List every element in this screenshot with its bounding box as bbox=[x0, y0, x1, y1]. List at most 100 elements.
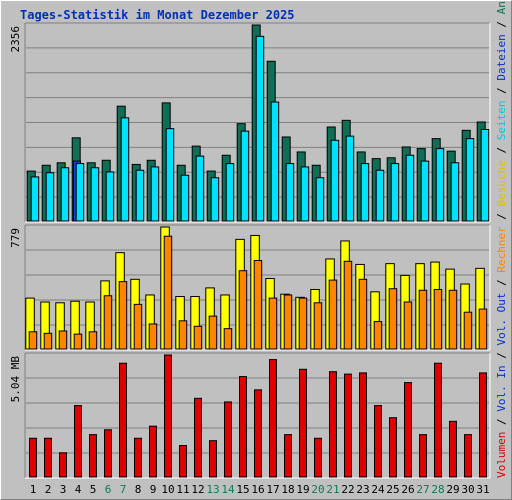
bar-sites bbox=[313, 302, 323, 350]
bar-volume bbox=[284, 434, 292, 478]
bar-sites bbox=[298, 297, 308, 350]
bar-sites bbox=[88, 331, 98, 350]
bar-sites bbox=[208, 315, 218, 350]
bar-requests-files bbox=[60, 167, 70, 222]
bar-requests-files bbox=[360, 163, 370, 222]
bar-requests-files bbox=[75, 163, 85, 222]
legend-entry: Anfragen bbox=[495, 0, 508, 14]
bar-requests-files bbox=[240, 130, 250, 222]
bar-volume bbox=[179, 445, 187, 478]
bar-volume bbox=[404, 382, 412, 478]
bar-sites bbox=[463, 311, 473, 350]
requests-ymax-label: 2356 bbox=[9, 26, 22, 53]
bar-volume bbox=[104, 429, 112, 478]
bar-requests-files bbox=[225, 163, 235, 222]
bar-sites bbox=[58, 330, 68, 350]
bar-sites bbox=[193, 325, 203, 350]
x-tick-label: 12 bbox=[191, 483, 204, 496]
bar-volume bbox=[359, 372, 367, 478]
legend-entry: Besuche bbox=[495, 160, 508, 206]
bar-sites bbox=[43, 332, 53, 350]
bar-sites bbox=[163, 235, 173, 350]
x-tick-label: 13 bbox=[206, 483, 219, 496]
x-tick-label: 2 bbox=[45, 483, 52, 496]
bar-requests-files bbox=[180, 174, 190, 222]
legend-entry: / bbox=[495, 14, 508, 34]
legend-entry: Seiten bbox=[495, 100, 508, 140]
legend-entry: / bbox=[495, 206, 508, 226]
bar-requests-files bbox=[480, 128, 490, 222]
bar-sites bbox=[343, 260, 353, 350]
bar-volume bbox=[434, 362, 442, 478]
bar-volume bbox=[149, 425, 157, 478]
bar-volume bbox=[479, 372, 487, 478]
bar-sites bbox=[73, 333, 83, 350]
x-tick-label: 5 bbox=[90, 483, 97, 496]
x-tick-label: 30 bbox=[461, 483, 474, 496]
bar-requests-files bbox=[285, 163, 295, 222]
bar-sites bbox=[448, 289, 458, 350]
bar-volume bbox=[89, 434, 97, 478]
x-tick-label: 14 bbox=[221, 483, 235, 496]
bar-requests-files bbox=[150, 166, 160, 222]
bar-sites bbox=[328, 279, 338, 350]
x-tick-label: 7 bbox=[120, 483, 127, 496]
x-tick-label: 22 bbox=[341, 483, 354, 496]
bar-volume bbox=[269, 359, 277, 478]
bar-sites bbox=[238, 270, 248, 350]
x-tick-label: 24 bbox=[371, 483, 385, 496]
bar-volume bbox=[209, 440, 217, 478]
x-tick-label: 16 bbox=[251, 483, 264, 496]
legend-entry: Rechner bbox=[495, 226, 508, 273]
legend-entry: / bbox=[495, 346, 508, 366]
bar-volume bbox=[239, 376, 247, 478]
bar-volume bbox=[344, 373, 352, 478]
x-tick-label: 1 bbox=[30, 483, 37, 496]
bar-volume bbox=[29, 437, 37, 478]
bar-volume bbox=[314, 437, 322, 478]
bar-volume bbox=[299, 368, 307, 478]
chart-title: Tages-Statistik im Monat Dezember 2025 bbox=[20, 8, 295, 22]
x-tick-label: 29 bbox=[446, 483, 459, 496]
legend-entry: / bbox=[495, 273, 508, 293]
bar-requests-files bbox=[450, 162, 460, 222]
bar-volume bbox=[164, 354, 172, 478]
bar-sites bbox=[283, 294, 293, 350]
x-tick-label: 11 bbox=[176, 483, 189, 496]
bar-requests-files bbox=[165, 128, 175, 222]
legend-entry: Vol. Out bbox=[495, 293, 508, 346]
bar-volume bbox=[419, 434, 427, 478]
bar-requests-files bbox=[270, 101, 280, 222]
bar-requests-files bbox=[405, 154, 415, 222]
x-tick-label: 9 bbox=[150, 483, 157, 496]
bar-volume bbox=[74, 405, 82, 478]
legend-entry: / bbox=[495, 81, 508, 101]
bar-sites bbox=[358, 278, 368, 350]
bar-sites bbox=[418, 289, 428, 350]
bar-requests-files bbox=[30, 176, 40, 222]
bar-requests-files bbox=[255, 35, 265, 222]
bar-requests-files bbox=[390, 163, 400, 222]
legend-entry: Dateien bbox=[495, 34, 508, 80]
x-tick-label: 3 bbox=[60, 483, 67, 496]
bar-sites bbox=[433, 288, 443, 350]
bar-requests-files bbox=[375, 169, 385, 222]
x-tick-label: 17 bbox=[266, 483, 279, 496]
x-tick-label: 27 bbox=[416, 483, 429, 496]
bar-volume bbox=[59, 452, 67, 478]
bar-sites bbox=[223, 328, 233, 350]
x-tick-label: 15 bbox=[236, 483, 249, 496]
bar-sites bbox=[133, 303, 143, 350]
bar-requests-files bbox=[435, 148, 445, 222]
bar-sites bbox=[148, 323, 158, 350]
bar-volume bbox=[389, 417, 397, 478]
x-tick-label: 21 bbox=[326, 483, 339, 496]
visits-ymax-label: 779 bbox=[9, 228, 22, 248]
right-legend: Volumen / Vol. In / Vol. Out / Rechner /… bbox=[495, 0, 508, 478]
bar-volume bbox=[449, 420, 457, 478]
bar-volume bbox=[224, 401, 232, 478]
bar-requests-files bbox=[465, 138, 475, 222]
bar-sites bbox=[253, 260, 263, 350]
x-tick-label: 4 bbox=[75, 483, 82, 496]
bar-sites bbox=[268, 297, 278, 350]
